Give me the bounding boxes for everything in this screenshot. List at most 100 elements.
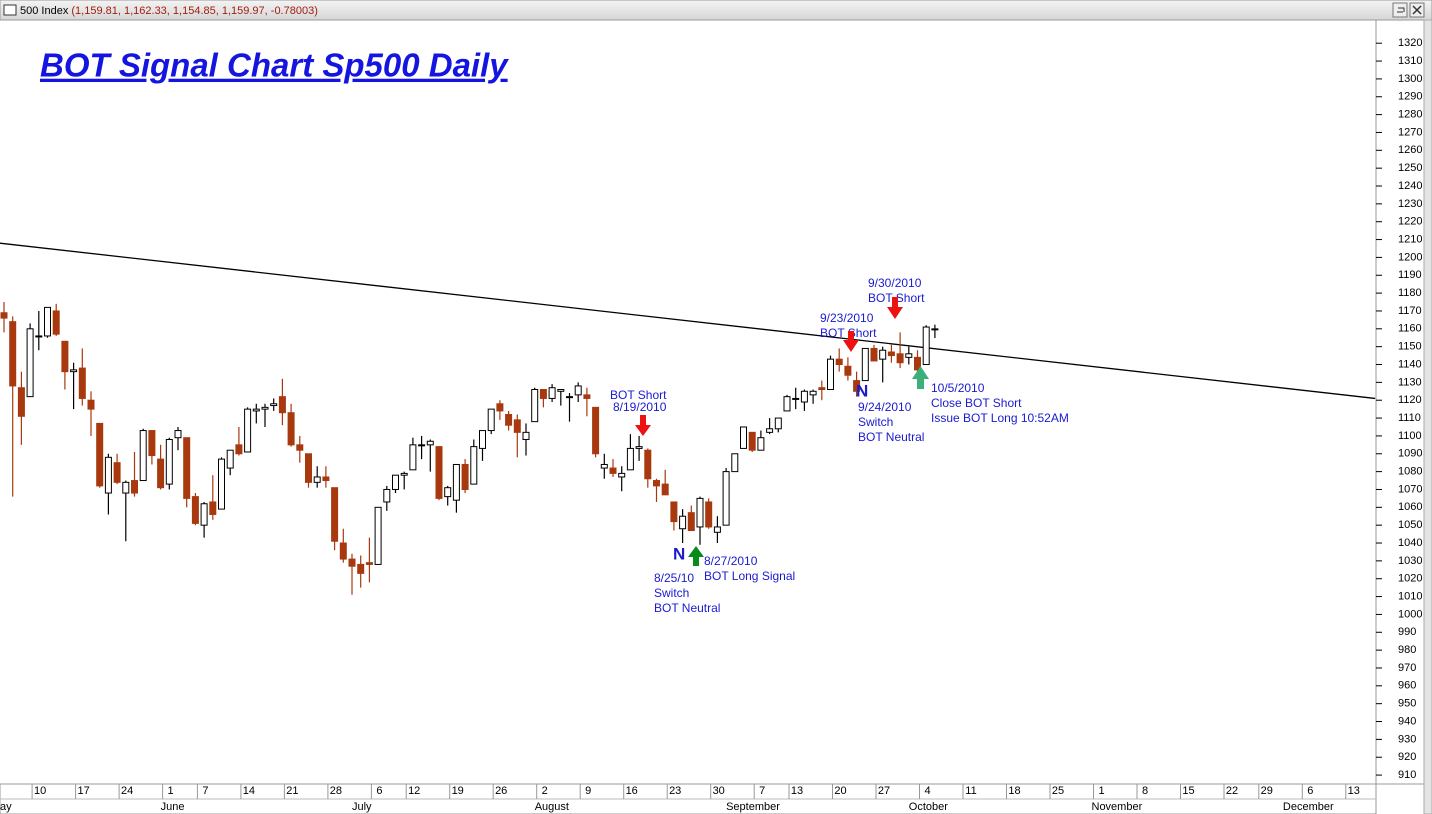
candle-body: [131, 480, 138, 494]
annotation: BOT Neutral: [654, 601, 720, 615]
x-tick-label: 1: [168, 785, 174, 797]
x-tick-label: 4: [924, 785, 930, 797]
candle-body: [278, 396, 286, 414]
candle-body: [670, 501, 678, 523]
candle-body: [374, 506, 382, 565]
month-label: August: [535, 801, 569, 813]
y-tick-label: 1250: [1398, 162, 1422, 174]
x-tick-label: 8: [1142, 785, 1148, 797]
candle-body: [766, 428, 774, 433]
chart-title: BOT Signal Chart Sp500 Daily: [40, 47, 509, 84]
candle-body: [583, 394, 591, 399]
candle-body: [661, 483, 669, 496]
candle-body: [339, 542, 347, 560]
y-tick-label: 1190: [1398, 269, 1422, 281]
header-bar: [0, 0, 1432, 21]
candle-body: [887, 351, 895, 357]
month-label: September: [726, 801, 780, 813]
candle-body: [52, 310, 60, 335]
header-values: (1,159.81, 1,162.33, 1,154.85, 1,159.97,…: [71, 5, 317, 17]
month-label: December: [1283, 801, 1334, 813]
candle-body: [722, 471, 730, 526]
candle-body: [365, 562, 373, 565]
y-tick-label: 990: [1398, 626, 1416, 638]
candle-body: [331, 487, 339, 542]
sell-arrow: [843, 331, 859, 352]
candle-body: [165, 438, 173, 485]
candle-body: [87, 399, 95, 410]
x-tick-label: 17: [77, 785, 89, 797]
x-tick-label: 25: [1052, 785, 1064, 797]
y-tick-label: 1240: [1398, 180, 1422, 192]
restore-button[interactable]: [1392, 2, 1408, 18]
y-tick-label: 1130: [1398, 376, 1422, 388]
trendline: [0, 242, 1376, 400]
candle-body: [574, 385, 582, 396]
candle-body: [931, 328, 939, 331]
x-tick-label: 6: [1307, 785, 1313, 797]
candle-body: [496, 403, 504, 412]
sell-arrow: [887, 297, 903, 319]
candle-body: [783, 396, 791, 412]
y-tick-label: 1260: [1398, 144, 1422, 156]
candle-body: [452, 463, 460, 501]
y-tick-label: 920: [1398, 751, 1416, 763]
candle-body: [296, 444, 304, 451]
candle-body: [470, 446, 478, 485]
candle-body: [600, 463, 608, 469]
candle-body: [348, 558, 356, 567]
candle-body: [191, 496, 199, 524]
y-tick-label: 1080: [1398, 466, 1422, 478]
x-tick-label: 28: [330, 785, 342, 797]
candle-body: [522, 431, 530, 440]
candle-body: [209, 501, 217, 515]
candle-body: [357, 563, 365, 574]
y-tick-label: 1160: [1398, 323, 1422, 335]
y-tick-label: 980: [1398, 644, 1416, 656]
annotation: BOT Short: [610, 388, 667, 402]
y-tick-label: 1100: [1398, 430, 1422, 442]
candle-body: [235, 444, 243, 455]
annotation: Issue BOT Long 10:52AM: [931, 411, 1069, 425]
candle-body: [635, 446, 643, 449]
x-tick-label: 26: [495, 785, 507, 797]
candle-body: [61, 340, 69, 373]
candle-body: [313, 476, 321, 483]
candle-body: [861, 347, 869, 382]
x-tick-label: 1: [1098, 785, 1104, 797]
candle-body: [78, 367, 86, 399]
x-tick-label: 13: [1348, 785, 1360, 797]
candle-body: [218, 458, 225, 510]
buy-arrow: [688, 546, 704, 566]
y-tick-label: 950: [1398, 698, 1416, 710]
candle-body: [122, 481, 130, 494]
candle-body: [531, 389, 539, 423]
candle-body: [548, 387, 556, 399]
candle-body: [270, 403, 278, 407]
candle-body: [922, 326, 930, 366]
candle-body: [774, 417, 782, 430]
x-tick-label: 2: [542, 785, 548, 797]
x-tick-label: 6: [376, 785, 382, 797]
close-glyph: [1412, 5, 1422, 15]
candle-body: [626, 447, 634, 471]
x-tick-label: 24: [121, 785, 133, 797]
candle-body: [226, 449, 234, 469]
candle-body: [853, 380, 861, 392]
header-name: 500 Index: [20, 5, 69, 17]
y-tick-label: 1300: [1398, 73, 1422, 85]
plot-area: [0, 242, 1376, 595]
annotation: 8/27/2010: [704, 554, 758, 568]
candle-body: [757, 437, 765, 451]
candle-body: [679, 515, 687, 530]
annotation: 9/24/2010: [858, 400, 912, 414]
annotation: BOT Long Signal: [704, 569, 795, 583]
month-label: October: [909, 801, 948, 813]
y-tick-label: 910: [1398, 769, 1416, 781]
candle-body: [800, 390, 808, 403]
scrollbar[interactable]: [1423, 19, 1432, 814]
candle-body: [400, 472, 408, 476]
annotation: 9/23/2010: [820, 311, 874, 325]
candle-body: [844, 365, 852, 376]
x-tick-label: 10: [34, 785, 46, 797]
